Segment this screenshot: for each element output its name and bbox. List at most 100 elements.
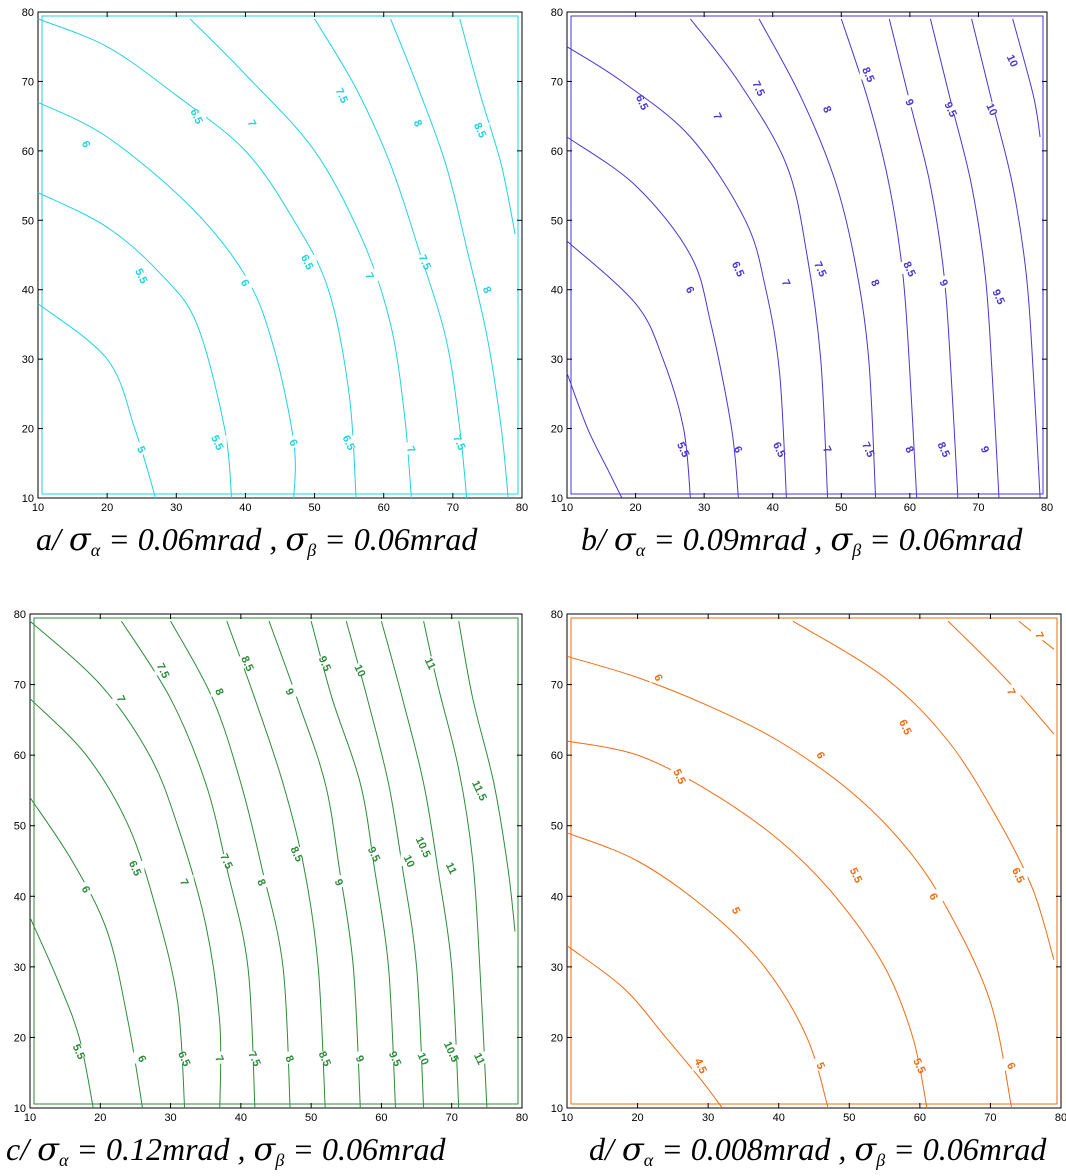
- contour-label-bg: [935, 442, 954, 455]
- contour-plot-c: 10 20 30 40 50 60 70 80 10 20 30 40 50 60 70 80 5.5 6 6 6.5…: [14, 609, 528, 1124]
- y-tick-label: 60: [14, 750, 26, 762]
- x-tick-label: 40: [239, 502, 251, 514]
- contour-label-11: 11: [443, 861, 459, 877]
- contour-label-7.5: 7.5: [859, 440, 876, 459]
- contour-label-6: 6: [926, 891, 939, 902]
- contour-label-bg: [442, 1044, 461, 1057]
- contour-label-8.5: 8.5: [316, 1050, 333, 1069]
- contour-line-10.5: [380, 620, 460, 1109]
- contour-label-6: 6: [79, 884, 92, 895]
- contour-label-bg: [243, 116, 262, 129]
- y-tick-label: 30: [551, 354, 563, 366]
- contour-label-10: 10: [1004, 53, 1020, 69]
- contour-label-6: 6: [238, 278, 251, 289]
- contour-line-7: [566, 46, 787, 499]
- contour-label-bg: [77, 136, 96, 149]
- contour-label-bg: [416, 254, 435, 267]
- contour-label-7: 7: [245, 118, 258, 129]
- y-tick-label: 30: [14, 962, 26, 974]
- contour-label-bg: [210, 684, 229, 697]
- contour-label-5.5: 5.5: [670, 767, 687, 786]
- contour-label-6.5: 6.5: [298, 253, 315, 272]
- y-tick-label: 10: [551, 493, 563, 505]
- contour-line-7.5: [690, 18, 829, 499]
- contour-label-bg: [330, 875, 349, 888]
- contour-label-bg: [990, 289, 1008, 302]
- y-tick-label: 40: [551, 891, 563, 903]
- contour-label-10: 10: [983, 102, 999, 118]
- contour-line-5.5: [29, 917, 94, 1109]
- contour-line-6: [566, 655, 1013, 1109]
- caption-c: c/ σα = 0.12mrad , σβ = 0.06mrad: [6, 1130, 446, 1170]
- contour-label-8: 8: [902, 445, 915, 456]
- contour-line-9.5: [929, 18, 1000, 499]
- contour-label-6.5: 6.5: [729, 260, 746, 279]
- contour-label-bg: [245, 1051, 264, 1064]
- x-tick-label: 30: [170, 502, 182, 514]
- y-tick-label: 20: [551, 1032, 563, 1044]
- contour-label-bg: [132, 442, 151, 455]
- contour-line-9.5: [310, 620, 396, 1109]
- contour-label-9.5: 9.5: [365, 845, 382, 864]
- contour-line-5: [37, 303, 156, 499]
- contour-line-6: [29, 797, 143, 1109]
- y-tick-label: 40: [22, 285, 34, 297]
- x-tick-label: 10: [24, 1112, 36, 1124]
- contour-line-6: [566, 240, 691, 499]
- contour-label-bg: [210, 1051, 229, 1064]
- contour-label-bg: [900, 261, 919, 274]
- caption-b: b/ σα = 0.09mrad , σβ = 0.06mrad: [581, 520, 1023, 560]
- contour-line-8: [758, 18, 877, 499]
- contour-label-10: 10: [401, 853, 417, 869]
- contour-label-bg: [281, 684, 300, 697]
- contour-label-bg: [316, 656, 335, 669]
- plot-frame: [566, 613, 1062, 1109]
- contour-line-11: [423, 620, 488, 1109]
- x-tick-label: 70: [446, 1112, 458, 1124]
- contour-label-bg: [298, 254, 317, 267]
- contour-label-6: 6: [79, 139, 92, 150]
- contour-line-6.5: [37, 18, 357, 499]
- plot-frame: [29, 613, 523, 1109]
- contour-label-7.5: 7.5: [811, 260, 828, 279]
- contour-label-11: 11: [471, 1051, 487, 1067]
- contour-label-bg: [217, 854, 236, 866]
- caption-a: a/ σα = 0.06mrad , σβ = 0.06mrad: [36, 520, 478, 560]
- contour-label-8: 8: [282, 1054, 295, 1065]
- x-tick-label: 20: [631, 1112, 643, 1124]
- x-tick-label: 30: [698, 502, 710, 514]
- contour-label-bg: [708, 109, 727, 122]
- x-tick-label: 10: [561, 1112, 573, 1124]
- contour-label-bg: [132, 268, 151, 281]
- contour-label-bg: [126, 861, 145, 874]
- contour-label-7: 7: [820, 445, 833, 456]
- contour-line-8: [170, 620, 291, 1109]
- contour-label-bg: [670, 769, 689, 782]
- contour-label-bg: [442, 861, 461, 874]
- contour-label-bg: [1009, 868, 1028, 881]
- contour-label-bg: [386, 1051, 405, 1064]
- contour-line-5.5: [37, 192, 233, 499]
- contour-label-8.5: 8.5: [238, 654, 255, 673]
- contour-line-4.5: [566, 945, 723, 1109]
- contour-label-bg: [112, 691, 131, 704]
- contour-label-bg: [818, 442, 837, 455]
- x-tick-label: 50: [843, 1112, 855, 1124]
- contour-label-bg: [478, 282, 497, 295]
- contour-label-bg: [681, 282, 700, 295]
- contour-label-bg: [450, 435, 469, 448]
- contour-label-6.5: 6.5: [633, 93, 650, 112]
- contour-label-9: 9: [902, 97, 915, 108]
- contour-line-6.5: [566, 136, 739, 499]
- contour-label-bg: [288, 846, 307, 859]
- contour-label-bg: [811, 261, 830, 274]
- y-tick-label: 80: [551, 7, 563, 19]
- contour-label-bg: [133, 1051, 152, 1064]
- contour-label-11: 11: [422, 656, 438, 672]
- contour-line-5: [566, 832, 829, 1109]
- contour-label-bg: [470, 1051, 489, 1064]
- y-tick-label: 30: [22, 354, 34, 366]
- x-tick-label: 20: [629, 502, 641, 514]
- contour-label-bg: [976, 442, 995, 455]
- y-tick-label: 70: [14, 680, 26, 692]
